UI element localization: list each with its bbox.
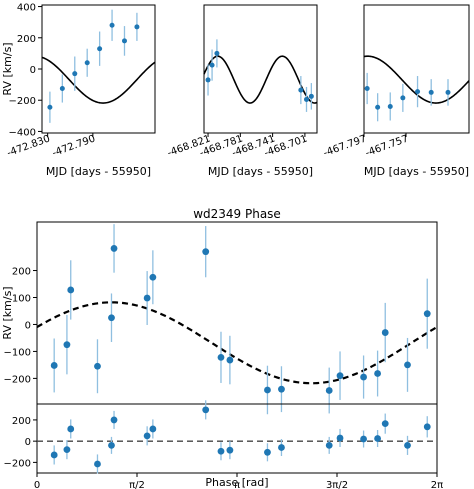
top-2-model-curve: [203, 55, 318, 104]
residual-ytick-label: 200: [12, 416, 31, 427]
phase-data-point: [226, 356, 234, 364]
phase-data-point: [336, 372, 344, 380]
top-1-xtick-label: -472.790: [51, 133, 97, 159]
top-1-xlabel: MJD [days - 55950]: [46, 165, 151, 178]
phase-data-point: [404, 361, 411, 369]
phase-data-point: [423, 310, 431, 318]
top-1-ytick-label: −200: [9, 96, 36, 107]
phase-data-point: [264, 386, 271, 394]
top-1-data-point: [134, 24, 140, 30]
top-2-xlabel: MJD [days - 55950]: [208, 165, 313, 178]
top-1-ytick-label: 400: [17, 3, 36, 14]
residual-data-point: [278, 444, 285, 451]
residual-data-point: [108, 442, 115, 449]
phase-data-point: [325, 387, 333, 394]
residual-data-point: [50, 451, 58, 459]
phase-data-point: [110, 245, 118, 252]
phase-data-point: [202, 248, 210, 256]
top-2-data-point: [214, 50, 220, 56]
top-3-xtick-label: -467.757: [364, 133, 410, 159]
residual-data-point: [110, 416, 118, 424]
top-2-data-point: [308, 93, 314, 99]
residual-data-point: [404, 442, 411, 449]
phase-ytick-label: 100: [12, 293, 31, 304]
phase-data-point: [374, 370, 381, 377]
phase-data-point: [149, 273, 157, 281]
phase-ytick-label: 200: [12, 267, 31, 278]
residual-data-point: [143, 432, 151, 440]
phase-data-point: [278, 385, 285, 393]
top-3-data-point: [400, 95, 406, 101]
top-1-ylabel: RV [km/s]: [1, 42, 14, 95]
top-1-model-curve: [41, 56, 156, 104]
top-1-data-point: [72, 71, 78, 77]
phase-data-point: [94, 362, 101, 370]
top-3-data-point: [445, 89, 451, 95]
top-1-ytick-label: −400: [9, 127, 36, 138]
phase-data-point: [50, 362, 58, 369]
residual-data-point: [94, 460, 101, 468]
top-1-ytick-label: 0: [30, 65, 36, 76]
residual-xtick-label: 3π/2: [326, 480, 348, 489]
top-1-data-point: [84, 60, 90, 66]
phase-data-point: [63, 341, 71, 349]
top-3-data-point: [415, 89, 421, 95]
residual-ytick-label: −200: [4, 458, 31, 469]
top-1-data-point: [97, 46, 103, 52]
top-2-data-point: [209, 62, 215, 68]
residual-xlabel: Phase [rad]: [205, 476, 268, 489]
phase-data-point: [217, 353, 225, 361]
residual-data-point: [217, 447, 225, 455]
residual-data-point: [360, 435, 367, 443]
residual-xtick-label: 0: [34, 480, 40, 489]
residual-data-point: [423, 423, 431, 431]
residual-ytick-label: 0: [25, 437, 31, 448]
top-1-ytick-label: 200: [17, 34, 36, 45]
phase-data-point: [108, 314, 115, 322]
top-1-data-point: [109, 22, 115, 28]
top-2-data-point: [298, 87, 304, 93]
residual-data-point: [149, 425, 157, 433]
phase-ylabel: RV [km/s]: [1, 286, 14, 339]
top-3-xlabel: MJD [days - 55950]: [364, 165, 469, 178]
top-3-data-point: [375, 104, 381, 110]
residual-xtick-label: π: [234, 480, 240, 489]
top-2-data-point: [304, 96, 310, 102]
top-3-model-curve: [363, 55, 470, 104]
residual-xtick-label: 2π: [431, 480, 443, 489]
top-1-data-point: [47, 104, 53, 110]
residual-data-point: [374, 435, 381, 442]
top-3-frame: [363, 4, 470, 134]
phase-title: wd2349 Phase: [193, 207, 281, 221]
top-3-xtick-label: -467.797: [322, 133, 368, 159]
phase-ytick-label: −200: [4, 374, 31, 385]
top-3-data-point: [428, 89, 434, 95]
top-2-frame: [203, 4, 318, 134]
phase-model-curve: [36, 301, 438, 385]
residual-data-point: [202, 406, 210, 414]
residual-data-point: [67, 425, 75, 433]
top-1-data-point: [121, 38, 127, 44]
residual-data-point: [63, 446, 71, 454]
top-3-data-point: [387, 103, 393, 109]
top-1-data-point: [59, 86, 65, 92]
phase-data-point: [360, 373, 367, 381]
residual-data-point: [381, 420, 389, 428]
residual-data-point: [336, 434, 344, 442]
phase-data-point: [67, 286, 75, 294]
residual-xtick-label: π/2: [129, 480, 145, 489]
residual-data-point: [325, 442, 333, 449]
top-3-data-point: [364, 86, 370, 92]
phase-ytick-label: 0: [25, 320, 31, 331]
top-2-data-point: [205, 77, 211, 83]
phase-data-point: [143, 294, 151, 302]
residual-data-point: [264, 448, 271, 456]
phase-ytick-label: −100: [4, 347, 31, 358]
residual-data-point: [226, 446, 234, 454]
phase-data-point: [381, 329, 389, 336]
